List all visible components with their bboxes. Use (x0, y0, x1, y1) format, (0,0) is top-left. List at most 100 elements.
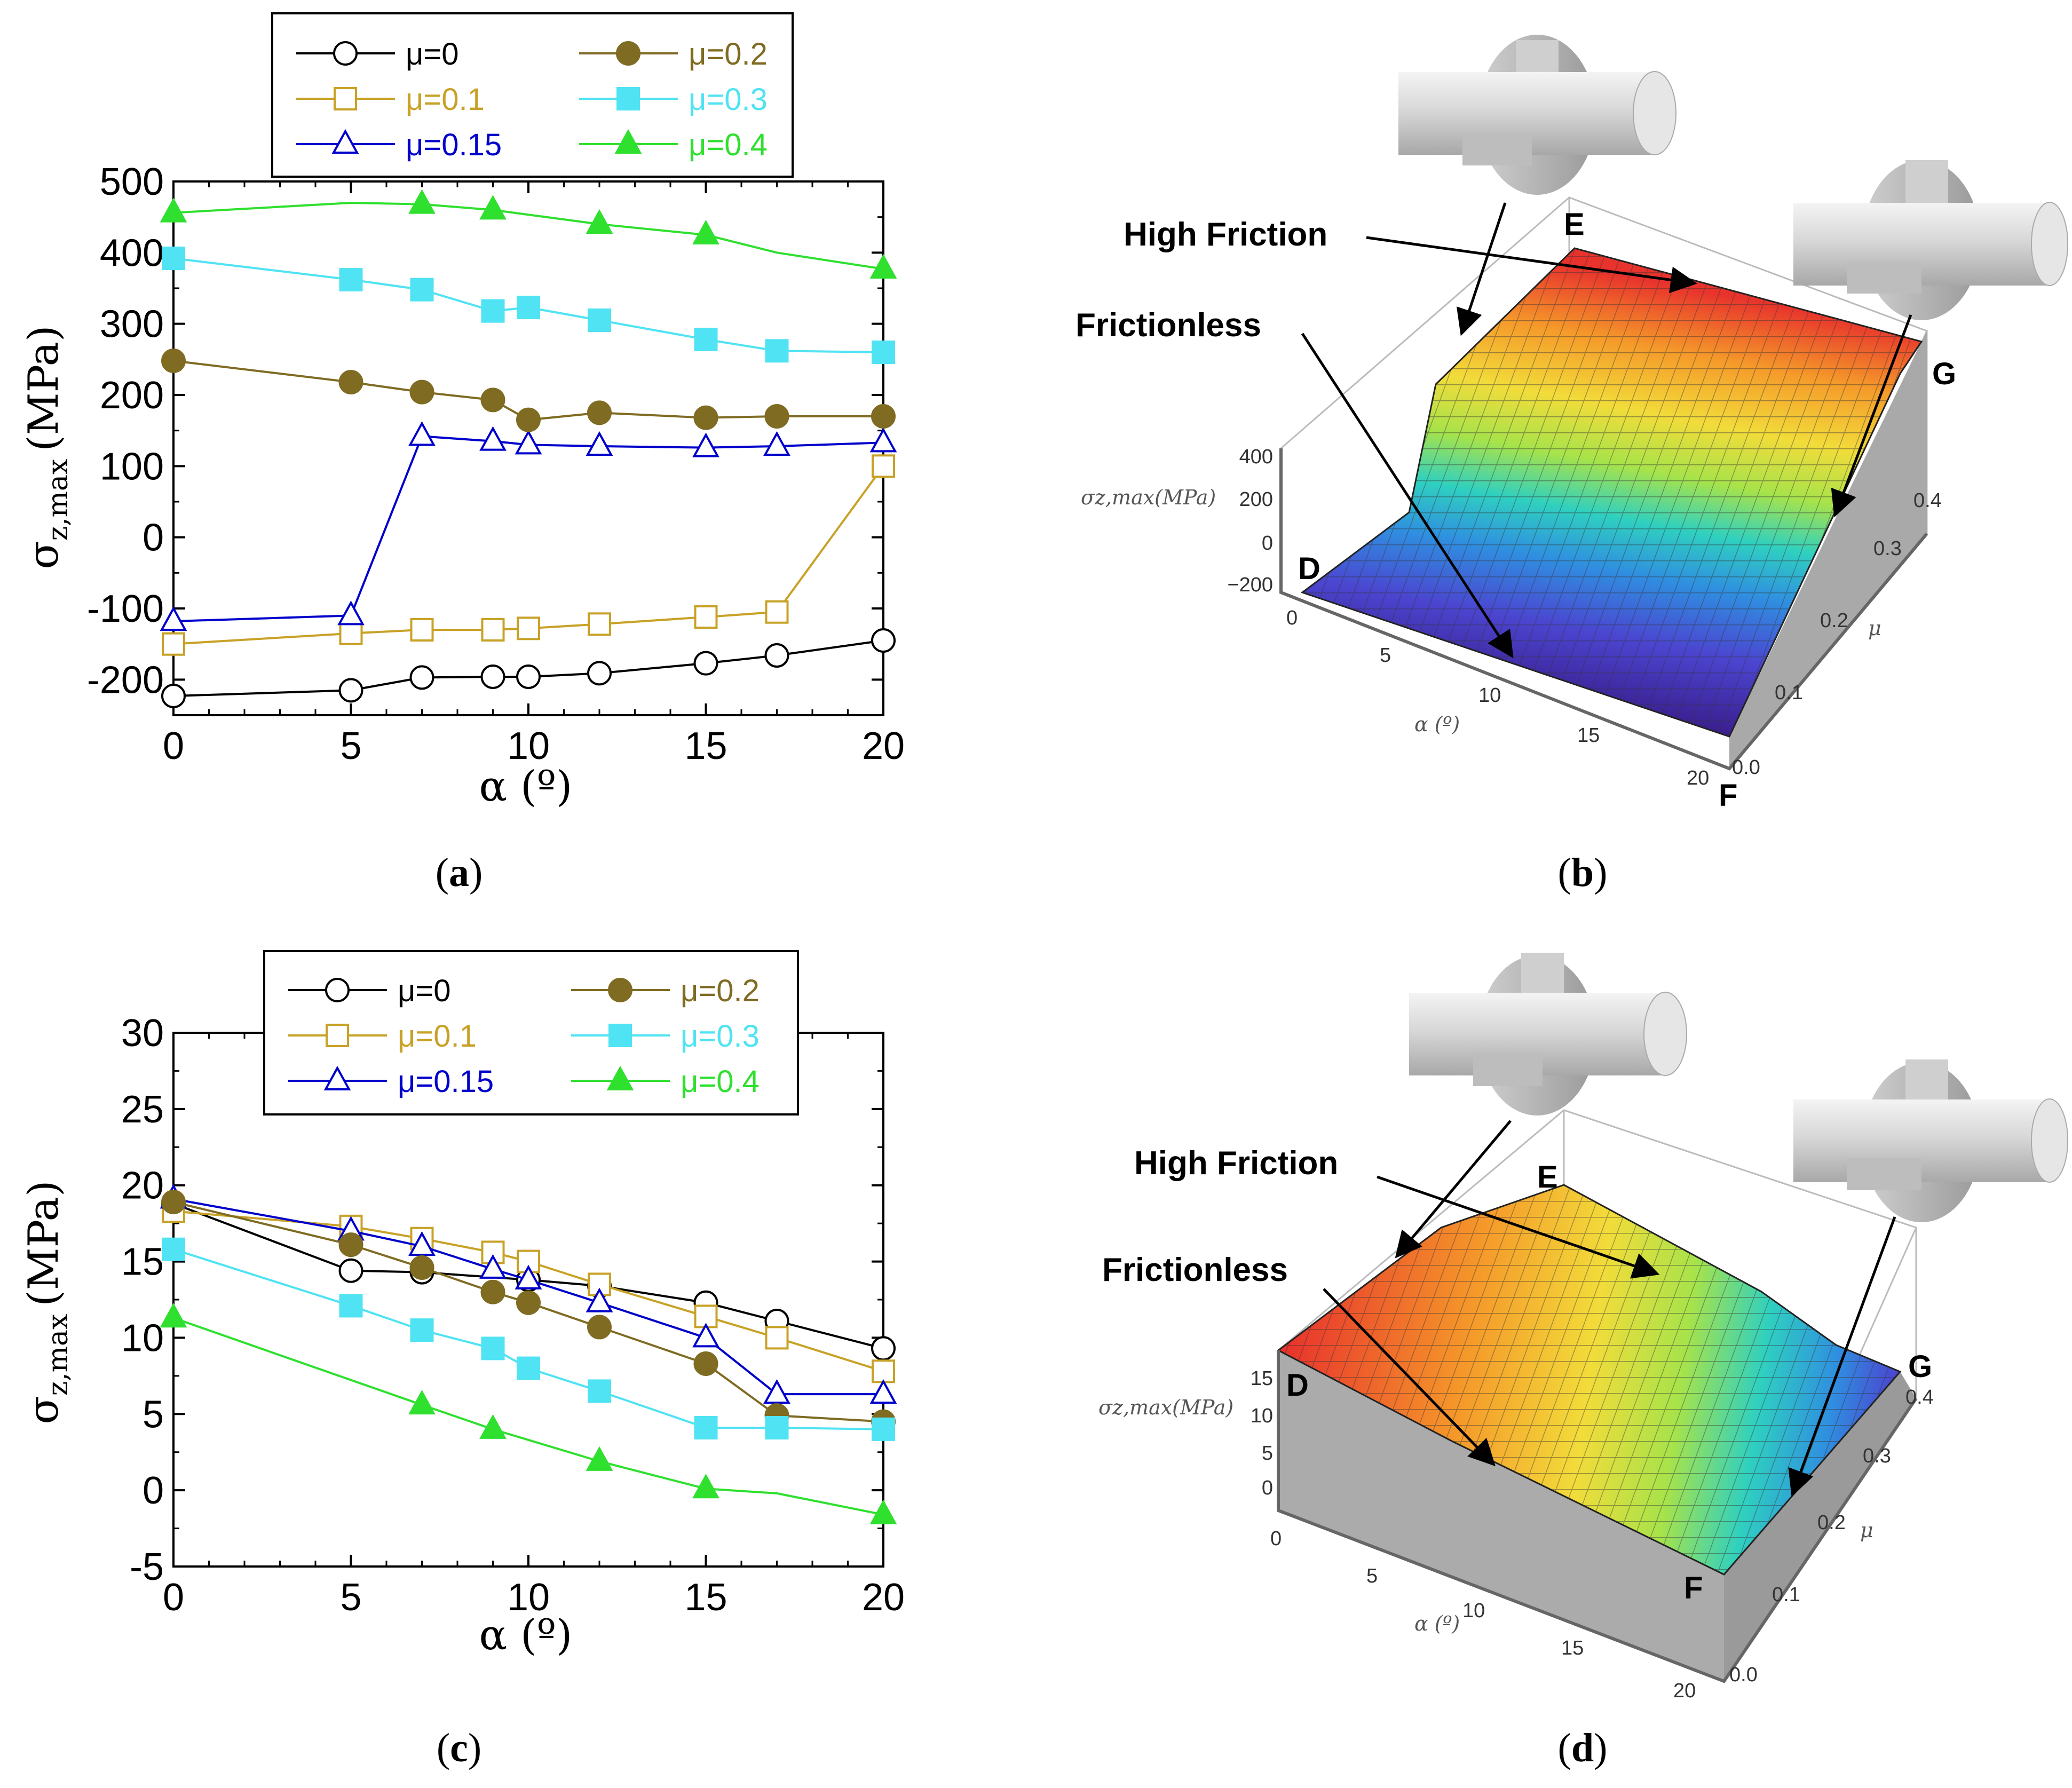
y-tick-label-c: 20 (121, 1165, 164, 1207)
data-point-c-2 (869, 1379, 897, 1404)
data-point-c-3 (693, 1351, 718, 1376)
x-tick-label-a: 5 (340, 725, 361, 768)
chart-panel-a: 0 5 10 15 20 -200 -100 0 100 200 300 400 500 σz,max (M… (20, 12, 905, 895)
data-point-c-0 (338, 1258, 363, 1283)
mu-tick-label-b: 0.4 (1913, 489, 1942, 512)
y-axis-unit-c: (MPa) (20, 1180, 68, 1306)
corner-d-b: D (1298, 551, 1320, 586)
x-tick-label-a: 15 (684, 725, 727, 768)
data-point-a-0 (338, 678, 363, 703)
data-point-c-4 (410, 1318, 434, 1342)
data-point-c-3 (587, 1315, 612, 1340)
data-point-a-1 (339, 621, 363, 645)
data-point-c-3 (480, 1279, 505, 1304)
data-point-a-5 (692, 219, 719, 244)
data-point-c-4 (765, 1416, 789, 1439)
y-axis-symbol-c: σ (20, 1396, 68, 1424)
data-point-a-0 (161, 684, 186, 708)
y-tick-label-a: 0 (143, 517, 164, 559)
data-point-a-0 (587, 661, 612, 686)
legend-label-c: μ=0 (398, 974, 451, 1008)
legend-marker-c (606, 1065, 634, 1090)
annotation-high-friction-d: High Friction (1134, 1145, 1338, 1182)
mu-axis-label-b: μ (1868, 616, 1881, 640)
data-point-c-5 (160, 1303, 187, 1328)
cylinder-illustration-left-d (1409, 953, 1687, 1115)
mu-tick-label-d: 0.2 (1817, 1512, 1846, 1534)
data-point-a-5 (479, 195, 507, 220)
legend-c: μ=0 μ=0.1 μ=0.15 μ=0.2 μ=0.3 μ=0.4 (288, 974, 760, 1099)
alpha-axis-label-d: α (º) (1414, 1612, 1460, 1635)
legend-label-c: μ=0.2 (681, 974, 760, 1008)
data-point-a-4 (339, 268, 363, 291)
data-point-a-5 (869, 254, 897, 279)
data-point-a-1 (162, 632, 185, 656)
data-point-c-5 (586, 1446, 613, 1471)
side-wall-d (1724, 1372, 1916, 1681)
surface-panel-b: High Friction Frictionless E G D F σz,ma… (1075, 35, 2068, 895)
y-tick-label-c: 30 (121, 1012, 164, 1055)
data-point-c-3 (161, 1190, 186, 1215)
arrows-b (1301, 202, 1912, 659)
alpha-tick-label-d: 5 (1366, 1565, 1378, 1587)
legend-marker-a (333, 41, 358, 66)
data-point-a-1 (765, 600, 789, 624)
x-tick-label-a: 0 (163, 725, 184, 768)
annotation-frictionless-b: Frictionless (1075, 307, 1261, 344)
y-axis-symbol-a: σ (20, 541, 68, 569)
cylinder-illustration-right-b (1793, 160, 2068, 320)
x-axis-label-a: α (º) (479, 763, 572, 811)
data-point-a-1 (517, 616, 540, 640)
legend-marker-a (334, 87, 357, 110)
mu-ticks-d: 0.0 0.1 0.2 0.3 0.4 (1729, 1386, 1934, 1686)
y-tick-label-c: 5 (143, 1393, 164, 1436)
y-tick-label-c: 0 (143, 1469, 164, 1512)
y-axis-subscript-c: z,max (42, 1314, 74, 1396)
data-point-a-0 (693, 651, 718, 676)
mu-tick-label-d: 0.1 (1772, 1584, 1800, 1606)
alpha-tick-label-d: 0 (1270, 1528, 1282, 1550)
front-wall-d (1278, 1350, 1724, 1681)
alpha-axis-label-b: α (º) (1414, 713, 1460, 736)
corner-e-b: E (1564, 207, 1585, 242)
legend-box-a (271, 12, 794, 178)
data-point-c-3 (516, 1290, 541, 1315)
z-ticks-d: 15 10 5 0 (1251, 1367, 1273, 1499)
data-point-a-1 (588, 612, 611, 636)
data-point-c-4 (517, 1356, 540, 1380)
data-point-c-0 (871, 1336, 896, 1361)
data-point-a-4 (588, 308, 611, 332)
data-point-c-5 (408, 1389, 436, 1415)
series-line-a-5 (173, 201, 884, 270)
alpha-tick-label-b: 15 (1577, 724, 1600, 747)
mu-axis-label-d: μ (1860, 1518, 1873, 1542)
data-point-a-3 (516, 407, 541, 432)
legend-marker-a (331, 129, 359, 154)
data-point-a-3 (480, 387, 505, 413)
series-line-a-2 (173, 435, 884, 622)
data-point-a-4 (481, 299, 505, 323)
data-point-a-4 (694, 328, 718, 351)
alpha-tick-label-b: 20 (1687, 767, 1709, 789)
y-tick-label-a: 400 (100, 232, 164, 274)
legend-box-c (263, 950, 799, 1115)
data-point-a-0 (480, 664, 505, 689)
data-point-c-4 (481, 1336, 505, 1360)
data-point-a-4 (410, 278, 434, 302)
y-tick-label-a: -100 (87, 588, 164, 630)
legend-a: μ=0 μ=0.1 μ=0.15 μ=0.2 μ=0.3 μ=0.4 (296, 37, 768, 162)
data-point-a-2 (869, 428, 897, 453)
data-point-a-3 (693, 405, 718, 430)
data-point-a-4 (517, 296, 540, 319)
legend-marker-c (326, 1024, 349, 1047)
alpha-tick-label-b: 5 (1380, 644, 1391, 667)
data-point-a-2 (337, 600, 365, 626)
corner-g-d: G (1908, 1349, 1932, 1384)
corner-g-b: G (1932, 357, 1956, 391)
caption-d: (d) (1558, 1726, 1608, 1770)
y-tick-label-c: 15 (121, 1241, 164, 1284)
mu-tick-label-b: 0.3 (1873, 537, 1902, 560)
x-tick-label-a: 20 (862, 725, 905, 768)
legend-label-c: μ=0.15 (398, 1064, 494, 1099)
